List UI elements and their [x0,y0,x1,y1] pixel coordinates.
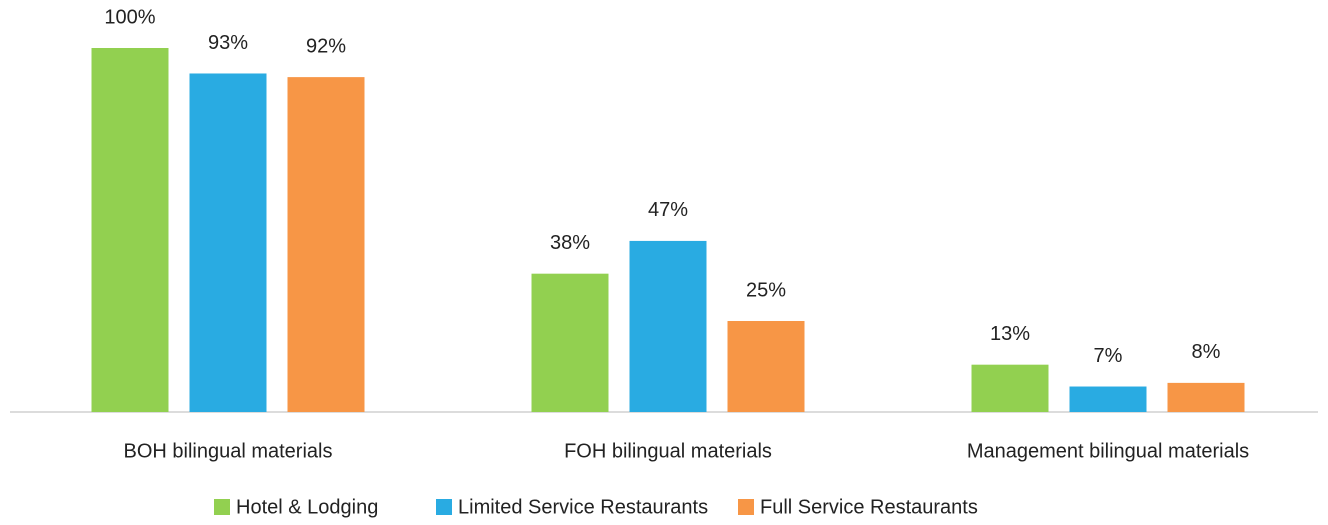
legend-label: Full Service Restaurants [760,496,978,518]
legend-swatch [738,499,754,515]
data-label: 8% [1192,341,1221,363]
data-label: 25% [746,279,786,301]
x-tick-label: Management bilingual materials [967,440,1249,462]
data-label: 13% [990,323,1030,345]
bar [531,273,609,412]
legend-swatch [214,499,230,515]
bar [971,364,1049,412]
bar [629,240,707,412]
legend-label: Limited Service Restaurants [458,496,708,518]
legend-swatch [436,499,452,515]
bar [727,321,805,412]
data-label: 100% [104,6,155,28]
bar [287,77,365,413]
data-label: 47% [648,199,688,221]
x-tick-label: FOH bilingual materials [564,440,772,462]
data-label: 38% [550,232,590,254]
legend-label: Hotel & Lodging [236,496,378,518]
bar [91,48,169,412]
data-label: 93% [208,32,248,54]
bar [1069,386,1147,412]
bar [189,73,267,412]
x-tick-label: BOH bilingual materials [124,440,333,462]
data-label: 92% [306,35,346,57]
bar [1167,382,1245,412]
data-label: 7% [1094,345,1123,367]
